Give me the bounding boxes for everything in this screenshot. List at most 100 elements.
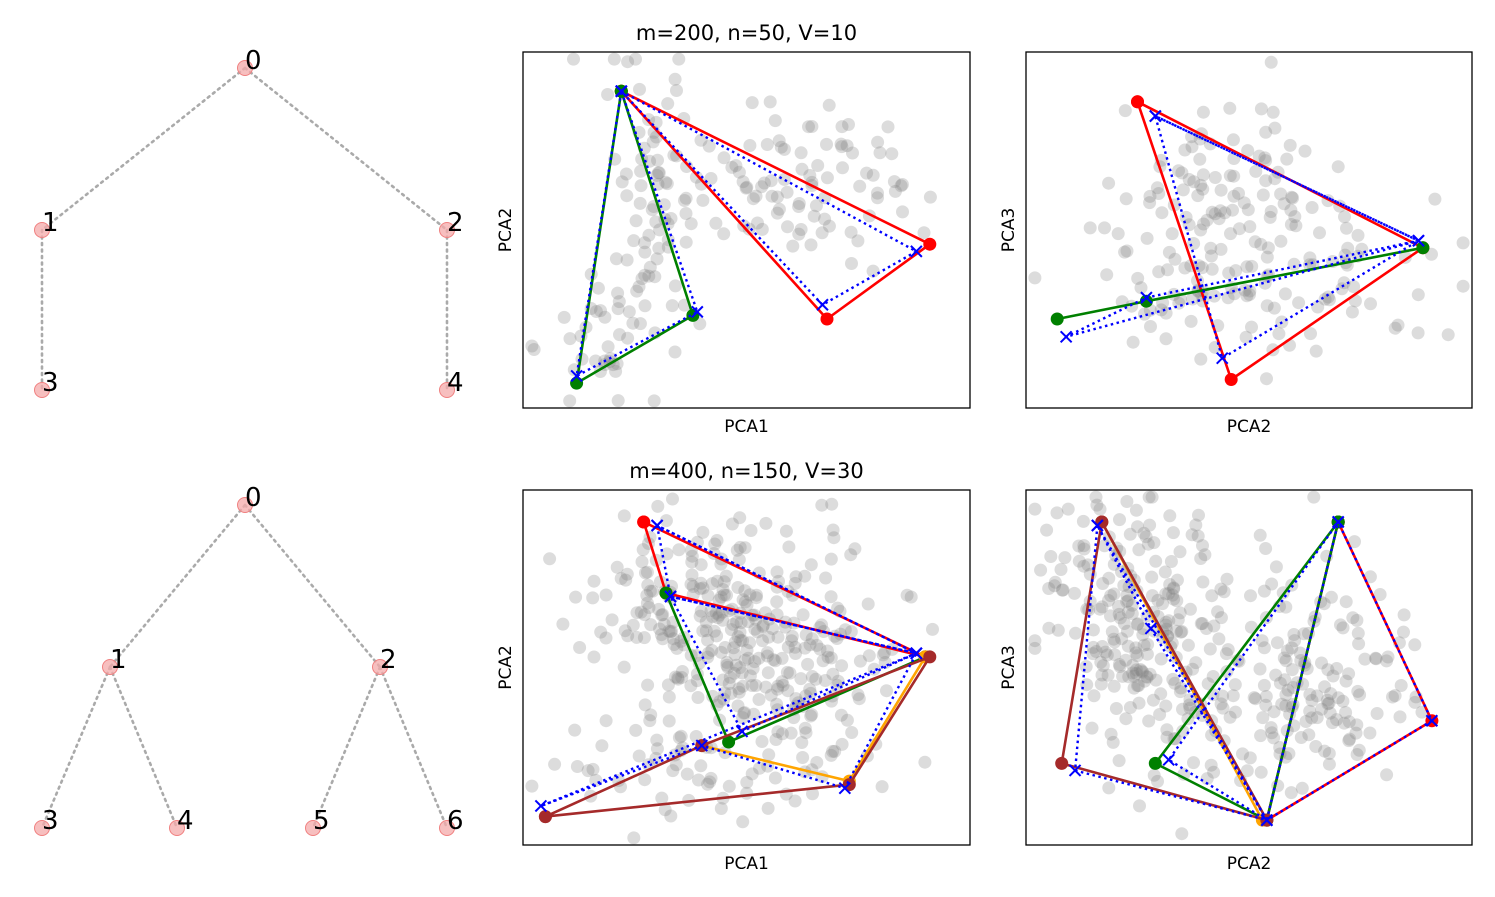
data-point xyxy=(1198,548,1212,562)
data-point xyxy=(594,304,607,318)
data-point xyxy=(720,658,734,672)
data-point xyxy=(1206,670,1220,683)
data-point xyxy=(1168,676,1182,690)
data-point xyxy=(1159,332,1173,346)
data-point xyxy=(1095,600,1109,614)
data-point xyxy=(766,622,779,636)
data-point xyxy=(806,787,819,801)
data-point xyxy=(1345,305,1359,319)
data-point xyxy=(1119,192,1133,206)
data-point xyxy=(573,641,587,654)
data-point xyxy=(714,645,728,659)
data-point xyxy=(717,692,731,706)
data-point xyxy=(662,714,676,728)
data-point xyxy=(641,678,655,692)
data-point xyxy=(1204,249,1218,263)
data-point xyxy=(679,207,693,220)
data-point xyxy=(525,339,539,353)
data-point xyxy=(821,650,835,664)
tree-node-label-4: 4 xyxy=(177,806,194,836)
data-point xyxy=(1322,747,1336,760)
series-blue-vertex xyxy=(1331,515,1345,529)
tree-node-label-2: 2 xyxy=(380,645,397,675)
data-point xyxy=(1175,625,1189,638)
data-point xyxy=(726,617,740,631)
data-point xyxy=(736,175,750,189)
data-point xyxy=(709,606,723,620)
data-point xyxy=(717,575,731,589)
data-point xyxy=(693,609,707,623)
data-point xyxy=(1264,721,1278,735)
data-point xyxy=(653,223,667,237)
data-point xyxy=(880,684,893,698)
data-point xyxy=(1342,715,1356,729)
data-point xyxy=(1281,683,1295,697)
data-point xyxy=(1267,705,1281,719)
data-point xyxy=(1170,624,1183,638)
data-point xyxy=(1138,307,1151,321)
data-point xyxy=(657,617,671,631)
data-point xyxy=(647,394,661,408)
data-point xyxy=(666,632,680,646)
data-point xyxy=(1397,608,1411,622)
series-blue-path xyxy=(1064,114,1420,360)
data-point xyxy=(736,634,750,648)
data-point xyxy=(780,185,794,199)
data-point xyxy=(783,666,797,680)
data-point xyxy=(665,624,678,638)
data-point xyxy=(587,574,601,588)
data-point xyxy=(845,257,858,270)
data-point xyxy=(1364,297,1377,311)
data-point xyxy=(770,608,784,622)
data-point xyxy=(620,253,634,267)
data-point xyxy=(1274,234,1288,248)
tree-edge-2-5 xyxy=(311,665,382,830)
data-point xyxy=(1111,227,1125,241)
data-point xyxy=(1120,624,1134,638)
data-point xyxy=(1207,765,1221,779)
data-point xyxy=(918,755,932,769)
data-point xyxy=(717,151,731,165)
data-point xyxy=(1267,301,1281,315)
data-point xyxy=(840,139,854,153)
data-point xyxy=(1164,555,1178,568)
data-point xyxy=(1456,236,1470,250)
series-green-vertex xyxy=(722,735,736,749)
data-point xyxy=(1133,799,1146,813)
data-point xyxy=(746,662,760,676)
data-point xyxy=(1323,706,1337,720)
data-point xyxy=(1304,327,1317,341)
data-point xyxy=(1266,105,1280,119)
data-point xyxy=(1196,182,1210,196)
data-point xyxy=(1228,678,1242,692)
data-point xyxy=(813,642,827,656)
data-point xyxy=(761,666,775,680)
data-point xyxy=(527,343,541,356)
pca-panel-1: m=200, n=50, V=10 PCA1 PCA2 xyxy=(496,21,971,437)
data-point xyxy=(652,602,666,616)
data-point xyxy=(805,175,819,189)
series-green-vertex xyxy=(1416,241,1430,255)
y-axis-label: PCA3 xyxy=(999,645,1019,690)
data-point xyxy=(1330,713,1344,727)
data-point xyxy=(835,737,849,751)
data-point xyxy=(678,194,691,207)
data-point xyxy=(1159,587,1173,601)
data-point xyxy=(1126,666,1140,680)
data-point xyxy=(1295,781,1309,795)
tree-diagram-1: 0 1 2 3 4 5 6 xyxy=(34,483,464,836)
data-point xyxy=(1093,602,1107,616)
series-blue-vertex xyxy=(1260,813,1274,827)
data-point xyxy=(1144,320,1157,333)
data-point xyxy=(818,212,832,226)
data-point xyxy=(738,584,752,598)
data-point xyxy=(826,523,840,537)
data-point xyxy=(591,281,605,295)
data-point xyxy=(712,608,726,622)
data-point xyxy=(1120,588,1134,602)
data-point xyxy=(679,191,693,205)
data-point xyxy=(805,708,819,722)
data-point xyxy=(657,198,671,212)
data-point xyxy=(779,524,793,538)
series-brown-vertex xyxy=(1055,756,1069,770)
